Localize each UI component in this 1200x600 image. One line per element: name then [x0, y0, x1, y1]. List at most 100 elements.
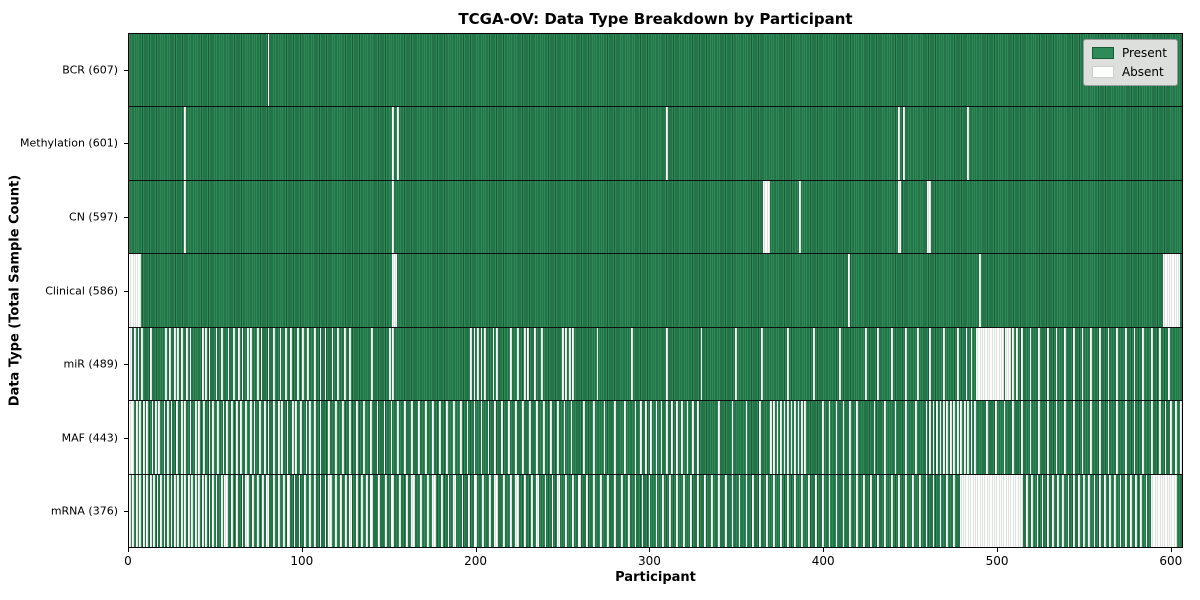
absent-cell [174, 327, 176, 401]
absent-cell [842, 474, 845, 547]
absent-cell [335, 474, 337, 547]
absent-cell [411, 474, 414, 547]
y-tick-label: mRNA (376) [50, 504, 118, 518]
absent-cell [231, 401, 233, 474]
absent-cell [468, 474, 471, 547]
absent-cell [350, 474, 353, 547]
absent-cell [516, 474, 519, 547]
x-tick-label: 400 [811, 554, 835, 568]
absent-cell [627, 474, 630, 547]
absent-cell [780, 474, 782, 547]
absent-cell [1007, 327, 1009, 401]
x-tick-label: 500 [985, 554, 1009, 568]
absent-cell [366, 474, 369, 547]
absent-cell [1020, 401, 1023, 474]
absent-cell [163, 474, 166, 547]
absent-cell [979, 327, 982, 401]
absent-cell [847, 254, 850, 327]
absent-cell [731, 401, 734, 474]
absent-cell [856, 474, 859, 547]
absent-cell [440, 474, 443, 547]
absent-cell [939, 474, 942, 547]
absent-cell [1159, 474, 1162, 547]
present-swatch-icon [1091, 47, 1114, 59]
absent-cell [139, 254, 142, 327]
absent-cell [319, 327, 322, 401]
absent-cell [340, 474, 343, 547]
absent-cell [665, 107, 668, 180]
absent-cell [745, 401, 748, 474]
absent-cell [288, 474, 291, 547]
absent-cell [1005, 474, 1008, 547]
absent-cell [135, 401, 138, 474]
absent-cell [975, 474, 978, 547]
absent-cell [186, 327, 188, 401]
absent-cell [558, 474, 561, 547]
absent-cell [1157, 474, 1160, 547]
absent-cell [1072, 327, 1075, 401]
absent-cell [873, 401, 876, 474]
absent-cell [329, 474, 332, 547]
absent-cell [177, 327, 180, 401]
absent-cell [303, 474, 306, 547]
absent-cell [769, 401, 772, 474]
absent-cell [129, 327, 131, 401]
absent-cell [780, 401, 782, 474]
absent-cell [203, 401, 206, 474]
y-axis-ticks: BCR (607) Methylation (601) CN (597) Clinic… [0, 33, 128, 548]
heatmap-row-bcr [129, 34, 1182, 108]
absent-cell [245, 474, 247, 547]
absent-cell [156, 474, 159, 547]
absent-cell [335, 401, 337, 474]
absent-cell [641, 474, 644, 547]
absent-cell [452, 401, 455, 474]
absent-cell [501, 401, 504, 474]
absent-cell [1038, 327, 1041, 401]
y-tick-mark [124, 437, 128, 439]
absent-cell [535, 474, 538, 547]
absent-cell [477, 327, 479, 401]
absent-cell [510, 474, 512, 547]
absent-cell [1081, 327, 1084, 401]
absent-cell [929, 327, 931, 401]
absent-cell [281, 401, 284, 474]
absent-cell [141, 327, 143, 401]
absent-cell [1093, 474, 1096, 547]
absent-cell [686, 401, 689, 474]
absent-cell [516, 327, 519, 401]
absent-cell [1124, 401, 1127, 474]
absent-cell [986, 474, 989, 547]
absent-cell [383, 401, 386, 474]
absent-cell [158, 401, 161, 474]
absent-cell [561, 327, 564, 401]
absent-cell [295, 401, 298, 474]
absent-cell [139, 474, 142, 547]
absent-cell [129, 474, 131, 547]
absent-cell [392, 474, 395, 547]
absent-cell [302, 327, 304, 401]
absent-cell [208, 474, 211, 547]
absent-cell [655, 401, 658, 474]
absent-cell [669, 474, 672, 547]
absent-cell [814, 474, 817, 547]
absent-cell [452, 474, 455, 547]
absent-cell [426, 474, 429, 547]
absent-cell [534, 327, 537, 401]
absent-cell [794, 474, 796, 547]
absent-cell [135, 254, 138, 327]
absent-cell [475, 474, 478, 547]
absent-cell [799, 180, 801, 254]
absent-cell [411, 401, 414, 474]
absent-cell [624, 401, 627, 474]
absent-cell [167, 474, 169, 547]
absent-cell [974, 401, 976, 474]
absent-cell [279, 327, 282, 401]
absent-cell [915, 401, 918, 474]
absent-cell [783, 401, 786, 474]
absent-cell [146, 474, 149, 547]
heatmap-row-mrna [129, 474, 1182, 547]
absent-cell [267, 327, 270, 401]
absent-cell [205, 327, 207, 401]
absent-cell [1107, 327, 1110, 401]
absent-cell [328, 401, 330, 474]
